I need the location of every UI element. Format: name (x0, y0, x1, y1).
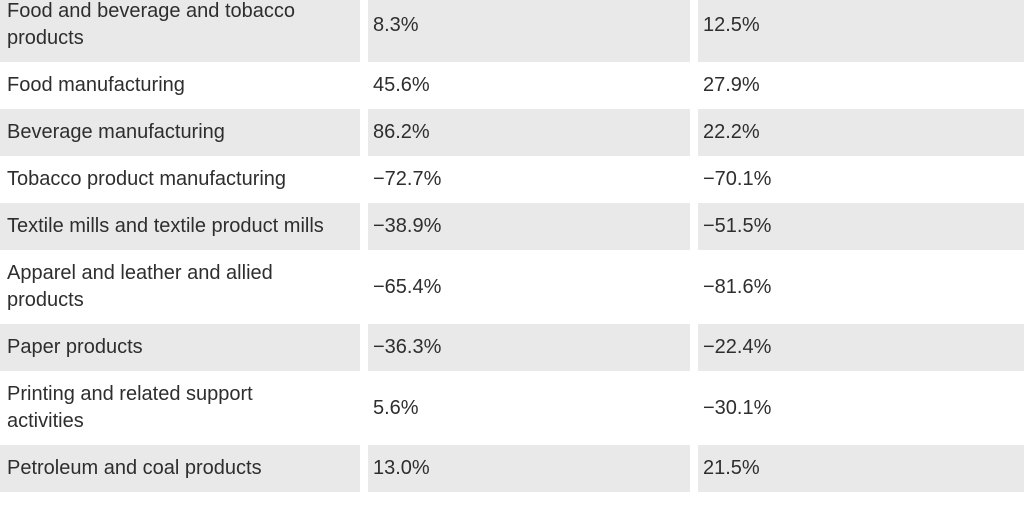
value-cell-1: −36.3% (360, 324, 690, 371)
value-cell-2: −81.6% (690, 250, 1024, 324)
value-cell-1: −38.9% (360, 203, 690, 250)
row-label-cell: Tobacco product manufacturing (0, 156, 360, 203)
row-label-cell: Beverage manufacturing (0, 109, 360, 156)
row-label-cell: Textile mills and textile product mills (0, 203, 360, 250)
value-cell-2: −30.1% (690, 371, 1024, 445)
table-row: Petroleum and coal products 13.0% 21.5% (0, 445, 1024, 492)
row-label-cell: Apparel and leather and allied products (0, 250, 360, 324)
value-cell-1: −65.4% (360, 250, 690, 324)
row-label-cell: Food manufacturing (0, 62, 360, 109)
value-cell-1: 5.6% (360, 371, 690, 445)
table-row: Apparel and leather and allied products … (0, 250, 1024, 324)
table-row: Food and beverage and tobacco products 8… (0, 0, 1024, 62)
table-row: Beverage manufacturing 86.2% 22.2% (0, 109, 1024, 156)
value-cell-1: 86.2% (360, 109, 690, 156)
industry-percent-table: Food and beverage and tobacco products 8… (0, 0, 1024, 492)
table-row: Printing and related support activities … (0, 371, 1024, 445)
value-cell-1: 13.0% (360, 445, 690, 492)
table-row: Food manufacturing 45.6% 27.9% (0, 62, 1024, 109)
row-label-cell: Petroleum and coal products (0, 445, 360, 492)
table-row: Paper products −36.3% −22.4% (0, 324, 1024, 371)
value-cell-1: −72.7% (360, 156, 690, 203)
table-row: Textile mills and textile product mills … (0, 203, 1024, 250)
value-cell-2: −70.1% (690, 156, 1024, 203)
row-label-cell: Food and beverage and tobacco products (0, 0, 360, 62)
value-cell-2: −22.4% (690, 324, 1024, 371)
value-cell-2: 12.5% (690, 0, 1024, 62)
row-label-cell: Printing and related support activities (0, 371, 360, 445)
value-cell-1: 45.6% (360, 62, 690, 109)
value-cell-2: −51.5% (690, 203, 1024, 250)
row-label-cell: Paper products (0, 324, 360, 371)
value-cell-2: 22.2% (690, 109, 1024, 156)
value-cell-2: 21.5% (690, 445, 1024, 492)
table-body: Food and beverage and tobacco products 8… (0, 0, 1024, 492)
table-row: Tobacco product manufacturing −72.7% −70… (0, 156, 1024, 203)
value-cell-2: 27.9% (690, 62, 1024, 109)
value-cell-1: 8.3% (360, 0, 690, 62)
